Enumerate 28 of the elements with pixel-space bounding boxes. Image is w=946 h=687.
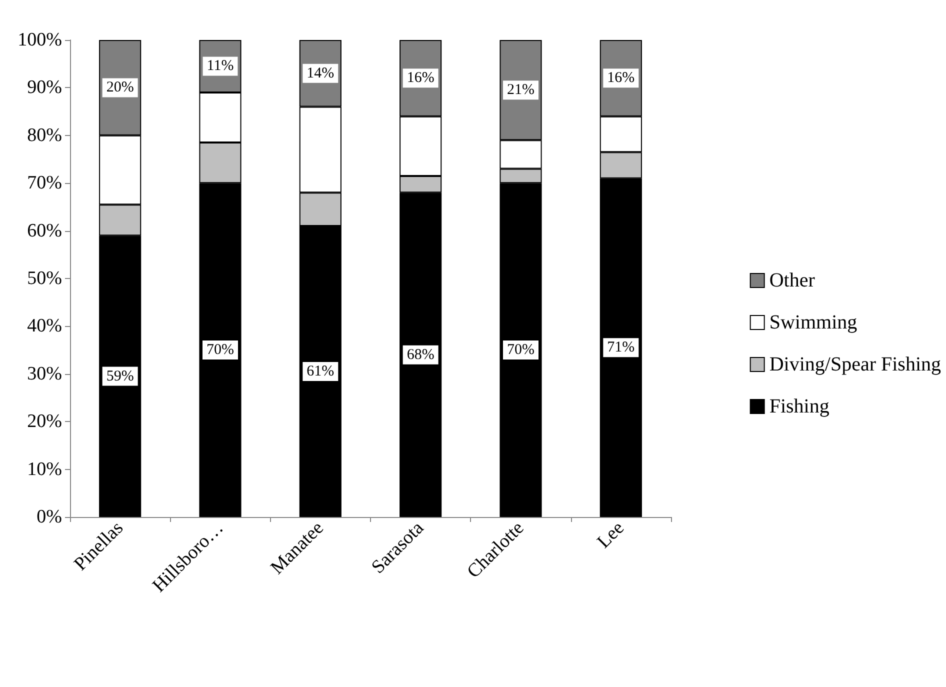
data-label: 20% bbox=[106, 80, 134, 96]
y-tick-label: 50% bbox=[27, 268, 62, 289]
data-label: 16% bbox=[406, 70, 434, 86]
legend-label: Other bbox=[769, 270, 816, 292]
y-tick-label: 80% bbox=[27, 124, 62, 146]
data-label: 61% bbox=[306, 364, 334, 380]
y-tick-label: 70% bbox=[27, 172, 62, 194]
legend-label: Diving/Spear Fishing bbox=[769, 354, 941, 376]
data-label: 14% bbox=[306, 65, 334, 82]
data-label: 59% bbox=[106, 368, 134, 384]
data-label: 70% bbox=[507, 342, 534, 358]
y-tick-label: 40% bbox=[27, 316, 62, 337]
y-tick-label: 10% bbox=[27, 458, 62, 480]
data-label: 21% bbox=[507, 82, 534, 98]
data-label: 16% bbox=[607, 70, 635, 86]
y-tick-label: 100% bbox=[18, 30, 62, 50]
y-tick-label: 0% bbox=[36, 506, 62, 528]
y-tick-label: 20% bbox=[27, 411, 62, 432]
legend-label: Swimming bbox=[769, 312, 858, 334]
legend-label: Fishing bbox=[769, 396, 830, 418]
x-tick-label: Lee bbox=[593, 518, 628, 553]
y-tick-label: 90% bbox=[27, 77, 62, 98]
y-tick-label: 30% bbox=[27, 363, 62, 384]
data-label: 11% bbox=[206, 58, 234, 74]
data-label: 68% bbox=[406, 346, 434, 363]
data-label: 71% bbox=[607, 340, 635, 356]
data-label: 70% bbox=[206, 342, 234, 358]
y-tick-label: 60% bbox=[27, 220, 62, 242]
